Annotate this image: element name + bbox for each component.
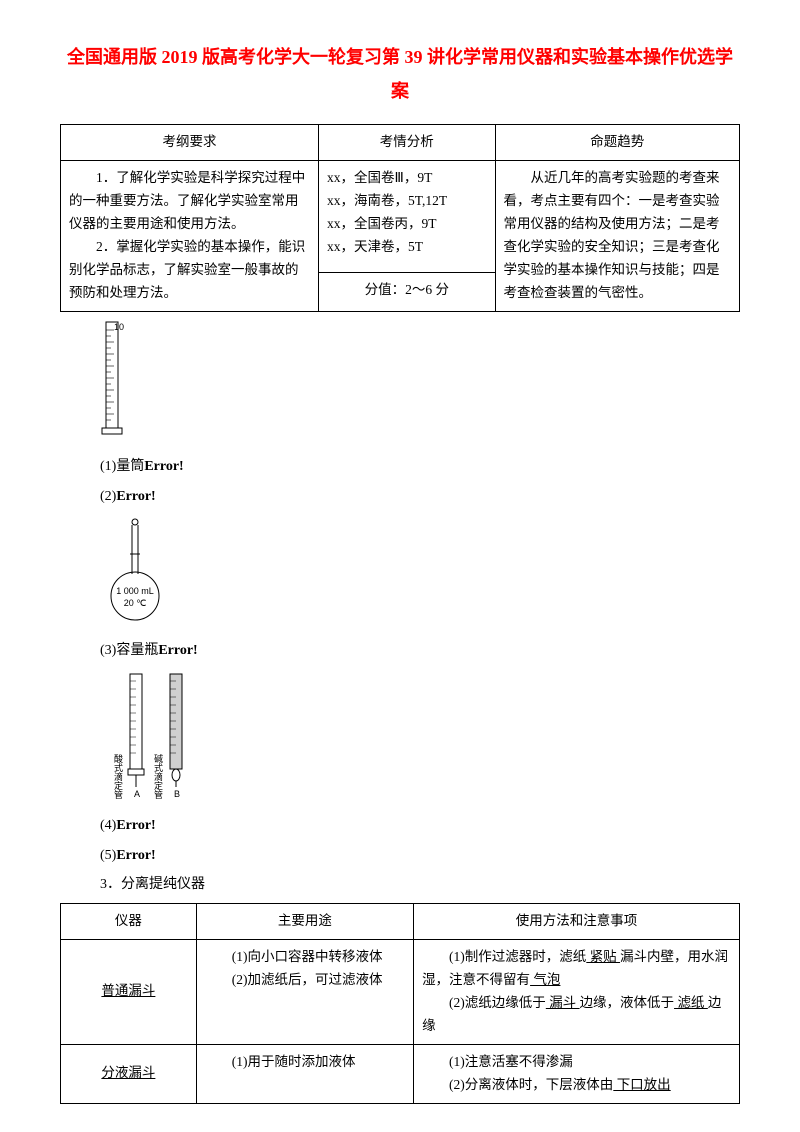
th-req: 考纲要求: [61, 125, 319, 161]
cell-trend: 从近几年的高考实验题的考查来看，考点主要有四个：一是考查实验常用仪器的结构及使用…: [495, 161, 739, 312]
cell-req: 1．了解化学实验是科学探究过程中的一种重要方法。了解化学实验室常用仪器的主要用途…: [61, 161, 319, 312]
flask-temp: 20 ℃: [124, 598, 147, 608]
th-trend: 命题趋势: [495, 125, 739, 161]
error-text: Error!: [144, 459, 183, 474]
table-instruments: 仪器 主要用途 使用方法和注意事项 普通漏斗 (1)向小口容器中转移液体 (2)…: [60, 903, 740, 1104]
instrument-name: 普通漏斗: [101, 983, 155, 998]
item-2: (2)Error!: [100, 485, 740, 509]
cell-analysis-bottom: 分值：2～6 分: [319, 273, 496, 311]
item-1-label: (1)量筒: [100, 459, 144, 474]
th-analysis: 考情分析: [319, 125, 496, 161]
item-3-label: (3)容量瓶: [100, 643, 158, 658]
svg-text:A: A: [134, 789, 140, 799]
table-requirements: 考纲要求 考情分析 命题趋势 1．了解化学实验是科学探究过程中的一种重要方法。了…: [60, 124, 740, 312]
cell-note: (1)注意活塞不得渗漏 (2)分离液体时，下层液体由 下口放出: [414, 1044, 740, 1103]
svg-text:B: B: [174, 789, 180, 799]
error-text: Error!: [158, 643, 197, 658]
error-text: Error!: [116, 818, 155, 833]
document-title: 全国通用版 2019 版高考化学大一轮复习第 39 讲化学常用仪器和实验基本操作…: [60, 40, 740, 108]
cell-note: (1)制作过滤器时，滤纸 紧贴 漏斗内壁，用水润湿，注意不得留有 气泡 (2)滤…: [414, 940, 740, 1045]
flask-vol: 1 000 mL: [116, 586, 154, 596]
item-5: (5)Error!: [100, 844, 740, 868]
item-2-label: (2): [100, 489, 116, 504]
error-text: Error!: [116, 489, 155, 504]
item-1: (1)量筒Error!: [100, 455, 740, 479]
th-instrument: 仪器: [61, 904, 197, 940]
cell-analysis-top: xx，全国卷Ⅲ，9T xx，海南卷，5T,12T xx，全国卷丙，9T xx，天…: [319, 161, 496, 273]
table-row: 普通漏斗 (1)向小口容器中转移液体 (2)加滤纸后，可过滤液体 (1)制作过滤…: [61, 940, 740, 1045]
item-4: (4)Error!: [100, 814, 740, 838]
item-5-label: (5): [100, 848, 116, 863]
item-4-label: (4): [100, 818, 116, 833]
section-3-heading: 3．分离提纯仪器: [100, 873, 740, 897]
svg-text:100: 100: [114, 322, 124, 332]
svg-text:酸式滴定管: 酸式滴定管: [113, 754, 123, 799]
cell-use: (1)用于随时添加液体: [196, 1044, 413, 1103]
burette-figure: 酸式滴定管 A 碱式滴定管 B: [100, 669, 740, 808]
error-text: Error!: [116, 848, 155, 863]
graduated-cylinder-figure: 100: [100, 320, 740, 449]
cell-use: (1)向小口容器中转移液体 (2)加滤纸后，可过滤液体: [196, 940, 413, 1045]
table-row: 分液漏斗 (1)用于随时添加液体 (1)注意活塞不得渗漏 (2)分离液体时，下层…: [61, 1044, 740, 1103]
volumetric-flask-figure: 1 000 mL 20 ℃: [100, 514, 740, 633]
th-use: 主要用途: [196, 904, 413, 940]
svg-text:碱式滴定管: 碱式滴定管: [153, 754, 163, 799]
instrument-name: 分液漏斗: [101, 1065, 155, 1080]
th-note: 使用方法和注意事项: [414, 904, 740, 940]
item-3: (3)容量瓶Error!: [100, 639, 740, 663]
